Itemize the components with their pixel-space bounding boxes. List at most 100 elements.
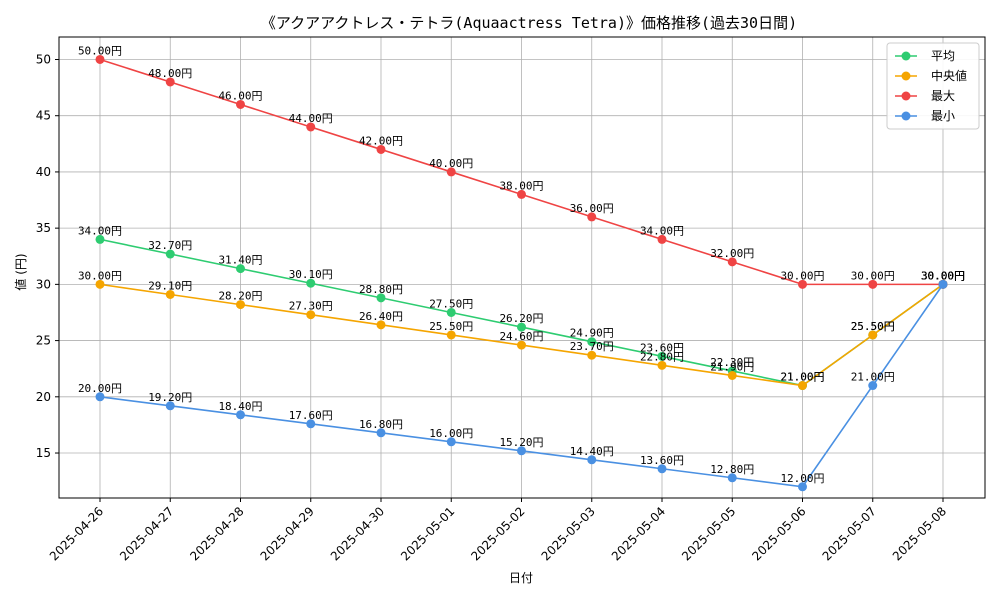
data-point — [868, 381, 878, 391]
data-label: 19.20円 — [148, 391, 192, 404]
data-point — [517, 322, 526, 332]
data-point — [95, 54, 105, 64]
data-point — [517, 189, 526, 199]
legend-marker — [901, 51, 911, 61]
data-label: 30.00円 — [921, 269, 965, 282]
x-tick-label: 2025-04-26 — [47, 504, 106, 563]
data-label: 28.20円 — [218, 290, 262, 303]
data-label: 50.00円 — [78, 44, 122, 57]
data-point — [236, 264, 245, 274]
data-label: 46.00円 — [218, 89, 262, 102]
data-point — [236, 99, 245, 109]
data-labels: 34.00円 32.70円 31.40円 30.10円 28.80円 27.50円 26.2… — [78, 44, 965, 484]
legend-entry: 最大 — [895, 89, 955, 103]
data-label: 30.00円 — [851, 269, 895, 282]
data-point — [517, 446, 526, 456]
y-tick-label: 35 — [36, 221, 51, 235]
data-label: 22.30円 — [710, 356, 754, 369]
data-label: 17.60円 — [289, 409, 333, 422]
data-point — [446, 437, 456, 447]
y-axis-label: 値 (円) — [13, 253, 28, 290]
data-point — [657, 464, 667, 474]
data-label: 21.90円 — [710, 360, 754, 373]
y-tick-label: 20 — [36, 390, 51, 404]
x-tick-label: 2025-04-27 — [117, 504, 176, 563]
grid — [59, 37, 985, 498]
data-label: 30.00円 — [921, 269, 965, 282]
x-tick-label: 2025-04-30 — [328, 504, 387, 563]
data-label: 25.50円 — [851, 320, 895, 333]
data-label: 20.00円 — [78, 382, 122, 395]
data-point — [798, 279, 807, 289]
data-point — [236, 410, 245, 420]
data-label: 40.00円 — [429, 157, 473, 170]
x-tick-label: 2025-05-01 — [398, 504, 457, 563]
legend-box — [886, 42, 980, 130]
data-point — [446, 167, 456, 177]
data-point — [446, 307, 456, 317]
series-3 — [95, 279, 948, 492]
data-label: 23.70円 — [570, 340, 614, 353]
data-point — [798, 381, 807, 391]
data-label: 36.00円 — [570, 202, 614, 215]
legend-label: 最大 — [931, 89, 955, 103]
data-label: 24.90円 — [570, 327, 614, 340]
data-label: 26.40円 — [359, 310, 403, 323]
data-point — [95, 392, 105, 402]
legend-marker — [901, 111, 911, 121]
plot-frame — [58, 36, 986, 499]
data-label: 27.50円 — [429, 297, 473, 310]
x-tick-label: 2025-05-02 — [468, 504, 527, 563]
data-label: 16.80円 — [359, 418, 403, 431]
data-point — [587, 350, 597, 360]
data-label: 30.00円 — [921, 269, 965, 282]
data-point — [657, 351, 667, 361]
series-group — [95, 54, 948, 492]
data-label: 32.00円 — [710, 247, 754, 260]
data-label: 30.10円 — [289, 268, 333, 281]
legend-entry: 中央値 — [895, 68, 967, 83]
data-point — [376, 144, 386, 154]
data-label: 34.00円 — [640, 224, 684, 237]
data-point — [868, 279, 878, 289]
data-label: 14.40円 — [570, 445, 614, 458]
data-point — [727, 370, 737, 380]
data-point — [657, 234, 667, 244]
data-point — [727, 257, 737, 267]
data-label: 30.00円 — [780, 269, 824, 282]
data-point — [165, 77, 175, 87]
x-axis-ticks: 2025-04-26 2025-04-27 2025-04-28 2025-04-29… — [47, 498, 949, 563]
data-label: 16.00円 — [429, 427, 473, 440]
data-label: 28.80円 — [359, 283, 403, 296]
data-label: 30.00円 — [78, 269, 122, 282]
data-point — [587, 337, 597, 347]
x-tick-label: 2025-05-03 — [539, 504, 598, 563]
y-tick-label: 50 — [36, 52, 51, 66]
data-label: 21.00円 — [851, 371, 895, 384]
data-label: 12.80円 — [710, 463, 754, 476]
data-label: 13.60円 — [640, 454, 684, 467]
data-label: 24.60円 — [499, 330, 543, 343]
y-axis-ticks: 15 20 25 30 35 40 45 50 — [36, 52, 59, 460]
data-point — [446, 330, 456, 340]
data-point — [165, 401, 175, 411]
y-tick-label: 15 — [36, 446, 51, 460]
x-axis-label: 日付 — [509, 571, 533, 585]
y-tick-label: 30 — [36, 277, 51, 291]
data-label: 38.00円 — [499, 179, 543, 192]
x-tick-label: 2025-05-07 — [820, 504, 879, 563]
data-label: 27.30円 — [289, 300, 333, 313]
data-point — [306, 419, 316, 429]
data-point — [165, 289, 175, 299]
x-tick-label: 2025-04-28 — [187, 504, 246, 563]
chart-title: 《アクアアクトレス・テトラ(Aquaactress Tetra)》価格推移(過去… — [261, 14, 797, 32]
data-point — [587, 212, 597, 222]
data-point — [236, 300, 245, 310]
data-label: 29.10円 — [148, 279, 192, 292]
data-label: 18.40円 — [218, 400, 262, 413]
y-tick-label: 45 — [36, 109, 51, 123]
data-label: 44.00円 — [289, 112, 333, 125]
legend-label: 平均 — [931, 49, 955, 63]
data-point — [938, 279, 948, 289]
